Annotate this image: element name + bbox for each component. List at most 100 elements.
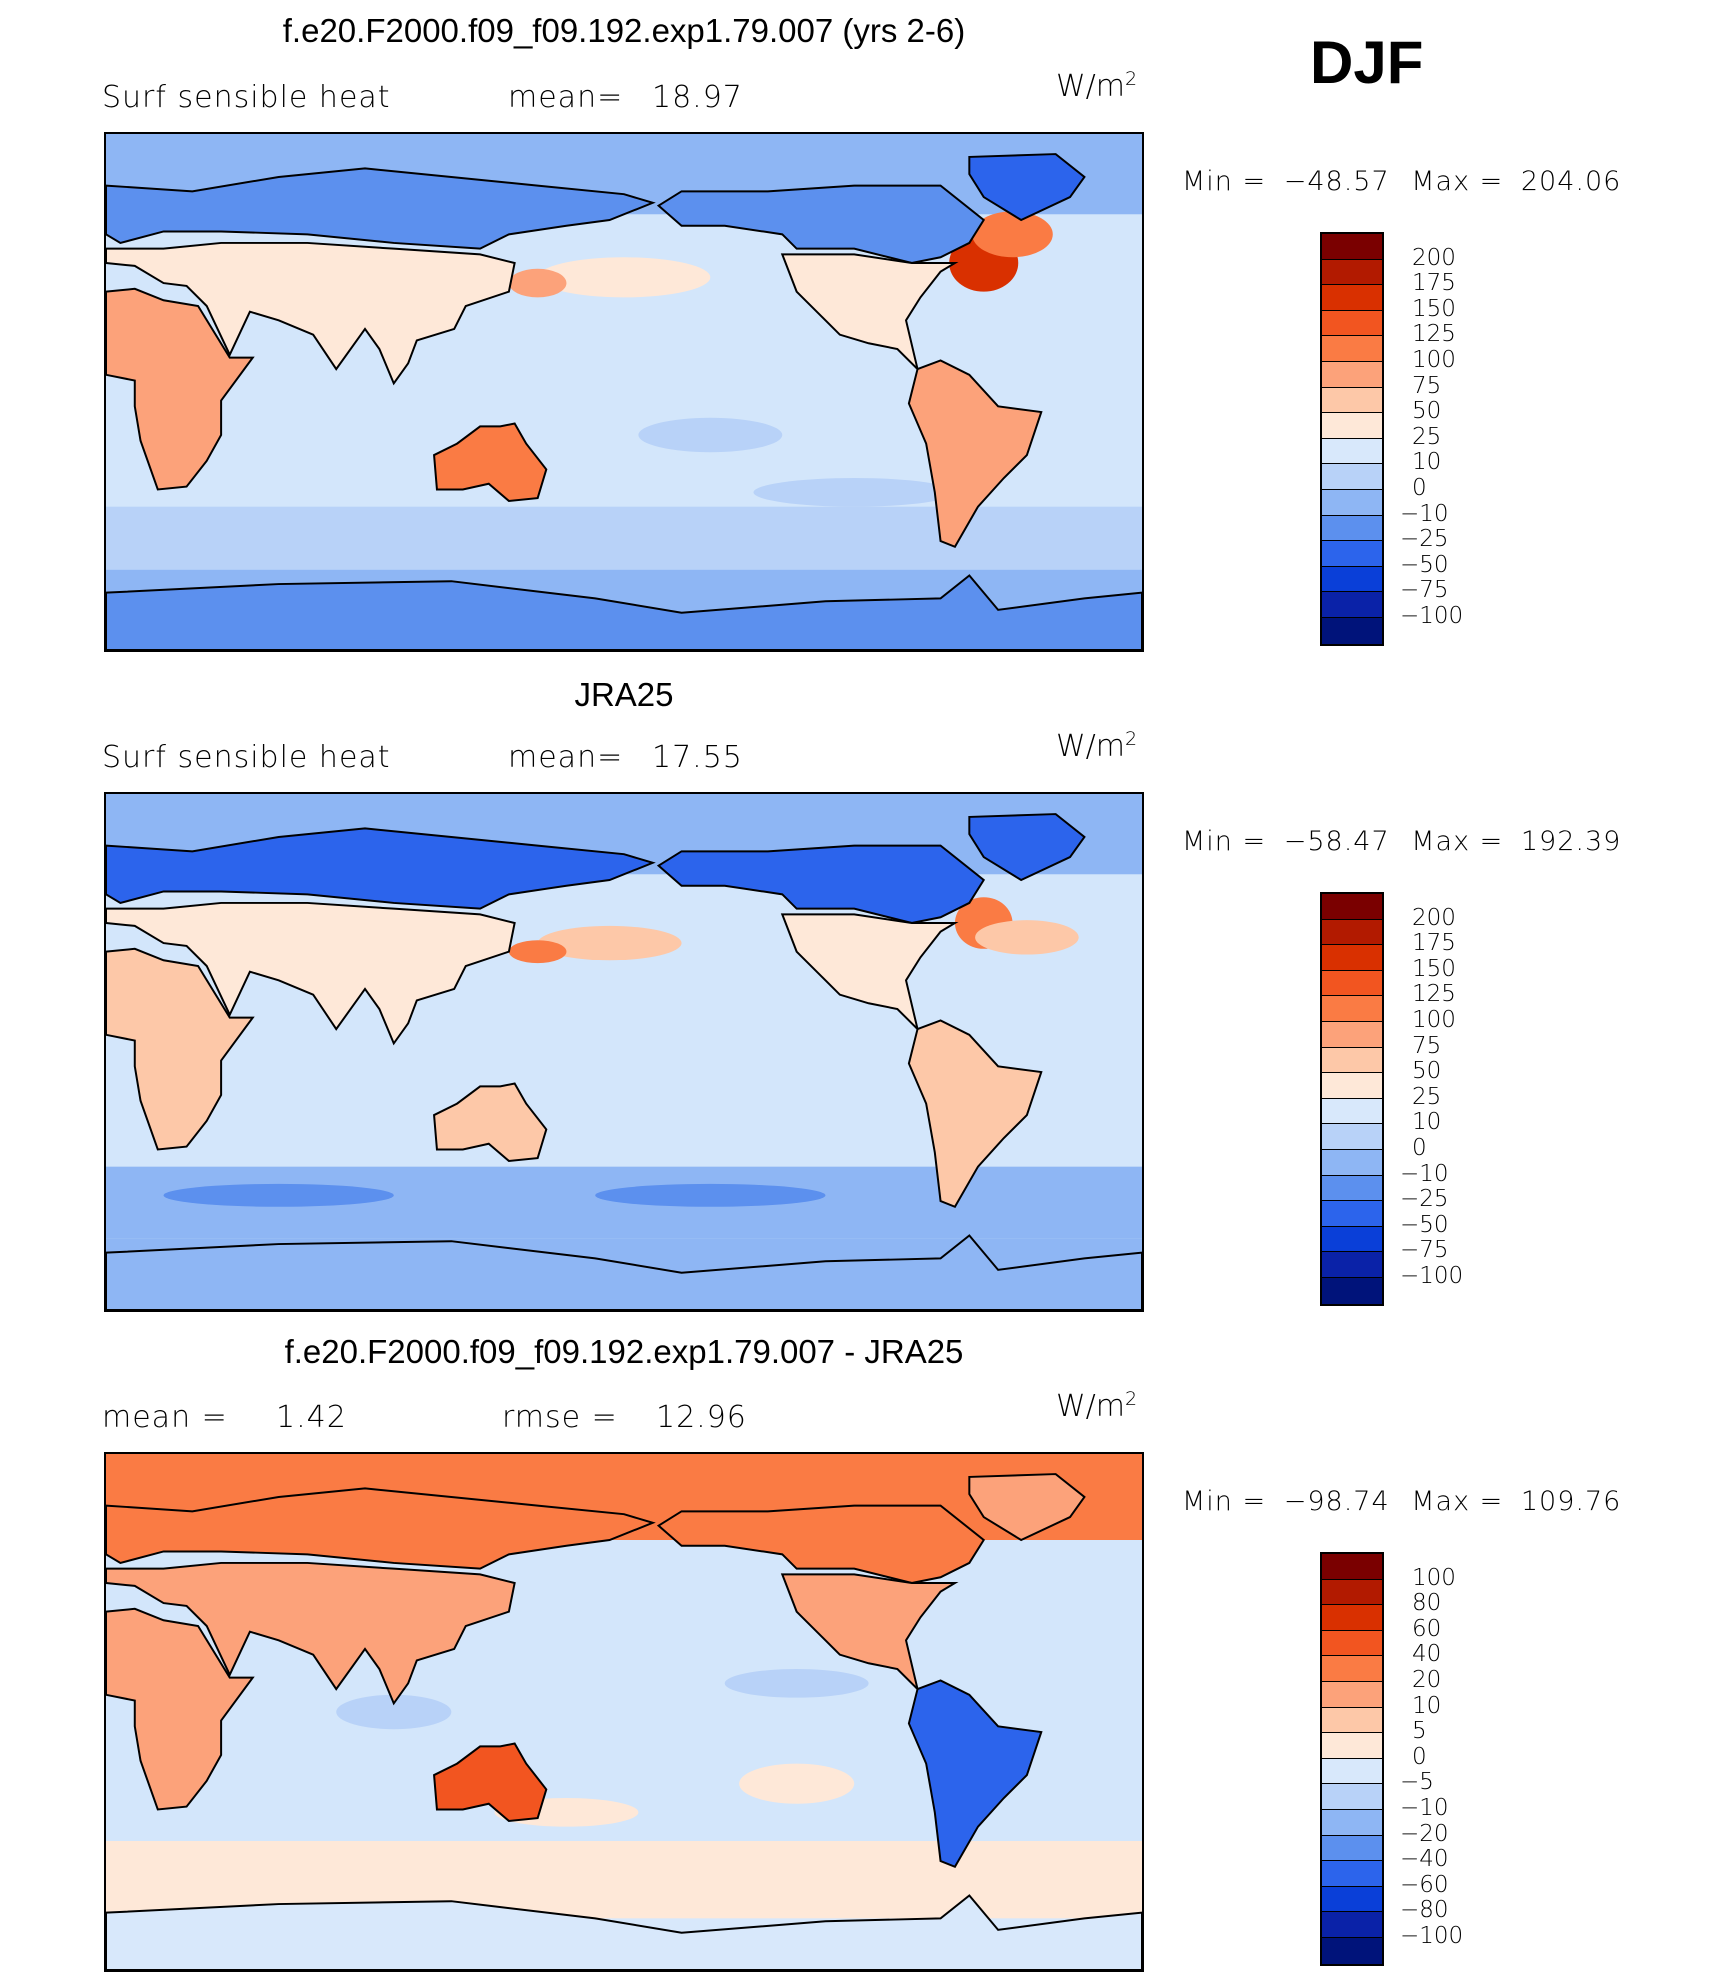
landmass-greenland [968, 153, 1086, 222]
min-max-readout: Min = −48.57 Max = 204.06 [1182, 166, 1621, 197]
colorbar-swatch [1322, 361, 1382, 388]
colorbar-swatch [1322, 592, 1382, 618]
colorbar-swatch [1322, 1758, 1382, 1785]
colorbar [1320, 892, 1384, 1306]
map-plot [104, 792, 1144, 1312]
colorbar-label: −100 [1400, 603, 1464, 629]
colorbar-label: 100 [1412, 347, 1456, 373]
colorbar-swatch [1322, 1784, 1382, 1810]
colorbar-label: −50 [1400, 551, 1449, 578]
colorbar-swatch [1322, 970, 1382, 997]
landmass-africa [106, 287, 255, 491]
max-value: 192.39 [1520, 826, 1622, 857]
field-blob [163, 1183, 394, 1207]
colorbar-label: 80 [1412, 1590, 1442, 1617]
colorbar-label: −25 [1400, 526, 1449, 553]
colorbar-label: 150 [1412, 955, 1456, 982]
landmass-australia [433, 1082, 548, 1162]
colorbar-label: 75 [1412, 372, 1442, 399]
landmass-south-america [907, 1679, 1043, 1869]
colorbar-label: 10 [1412, 1692, 1442, 1719]
colorbar-swatch [1322, 1098, 1382, 1125]
left-label: Surf sensible heat [102, 80, 391, 115]
landmass-eurasia-south [106, 901, 516, 1046]
max-label: Max = [1411, 166, 1504, 197]
colorbar-swatch [1322, 1252, 1382, 1278]
colorbar-swatch [1322, 438, 1382, 465]
min-label: Min = [1182, 826, 1267, 857]
landmass-eurasia-south [106, 1561, 516, 1706]
colorbar-swatch [1322, 1707, 1382, 1734]
map-svg [106, 1454, 1142, 1970]
landmass-australia [433, 1742, 548, 1822]
colorbar-swatch [1322, 1835, 1382, 1862]
colorbar-swatch [1322, 1073, 1382, 1099]
colorbar-label: −40 [1400, 1846, 1449, 1873]
max-label: Max = [1411, 826, 1504, 857]
colorbar-swatch [1322, 1809, 1382, 1836]
colorbar-label: 0 [1412, 1135, 1427, 1161]
stat2-label: rmse = [502, 1400, 618, 1435]
stat1-value: 1.42 [276, 1400, 347, 1435]
colorbar-swatch [1322, 566, 1382, 593]
field-blob [508, 268, 567, 298]
colorbar-label: 10 [1412, 1109, 1442, 1136]
colorbar-swatch [1322, 617, 1382, 644]
colorbar-swatch [1322, 234, 1382, 260]
landmass-africa [106, 947, 255, 1151]
landmass-greenland [968, 1473, 1086, 1542]
field-blob [508, 940, 567, 964]
colorbar [1320, 232, 1384, 646]
colorbar-swatch [1322, 387, 1382, 414]
colorbar-swatch [1322, 1733, 1382, 1759]
colorbar-label: −100 [1400, 1263, 1464, 1289]
colorbar-label: 75 [1412, 1032, 1442, 1059]
colorbar-label: −10 [1400, 1160, 1449, 1187]
colorbar-swatch [1322, 285, 1382, 311]
field-blob [975, 920, 1079, 955]
colorbar-swatch [1322, 1861, 1382, 1887]
colorbar-label: 60 [1412, 1615, 1442, 1642]
max-value: 109.76 [1520, 1486, 1622, 1517]
colorbar-label: −10 [1400, 500, 1449, 527]
colorbar-label: 100 [1412, 1007, 1456, 1033]
colorbar-swatch [1322, 541, 1382, 567]
colorbar-swatch [1322, 1912, 1382, 1938]
colorbar-label: 25 [1412, 1083, 1442, 1110]
stat1-label: mean= [508, 80, 624, 115]
field-blob [972, 211, 1053, 258]
landmass-africa [106, 1607, 255, 1811]
panel-title: JRA25 [574, 676, 674, 713]
colorbar-label: −50 [1400, 1211, 1449, 1238]
field-blob [638, 417, 783, 453]
colorbar-swatch [1322, 1886, 1382, 1913]
colorbar-label: −25 [1400, 1186, 1449, 1213]
colorbar-swatch [1322, 336, 1382, 362]
colorbar-swatch [1322, 1605, 1382, 1631]
min-max-readout: Min = −58.47 Max = 192.39 [1182, 826, 1621, 857]
stat1-label: mean= [508, 740, 624, 775]
stat1-value: 17.55 [652, 740, 743, 775]
colorbar-label: −100 [1400, 1923, 1464, 1949]
panel-title: f.e20.F2000.f09_f09.192.exp1.79.007 - JR… [284, 1333, 964, 1370]
max-label: Max = [1411, 1486, 1504, 1517]
stat2-value: 12.96 [656, 1400, 747, 1435]
colorbar-label: 200 [1412, 904, 1456, 931]
units-label: W/m2 [1056, 68, 1138, 104]
colorbar-swatch [1322, 515, 1382, 542]
colorbar-swatch [1322, 464, 1382, 490]
landmass-north-america-north [656, 1504, 986, 1585]
colorbar [1320, 1552, 1384, 1966]
colorbar-swatch [1322, 1656, 1382, 1682]
colorbar-label: −5 [1400, 1769, 1434, 1796]
colorbar-swatch [1322, 1149, 1382, 1176]
min-max-readout: Min = −98.74 Max = 109.76 [1182, 1486, 1621, 1517]
landmass-north-america-north [656, 844, 986, 925]
colorbar-swatch [1322, 1124, 1382, 1150]
landmass-eurasia-north [106, 827, 656, 910]
min-label: Min = [1182, 166, 1267, 197]
landmass-eurasia-north [106, 1487, 656, 1570]
field-blob [595, 1183, 826, 1207]
colorbar-label: −20 [1400, 1820, 1449, 1847]
colorbar-swatch [1322, 894, 1382, 920]
